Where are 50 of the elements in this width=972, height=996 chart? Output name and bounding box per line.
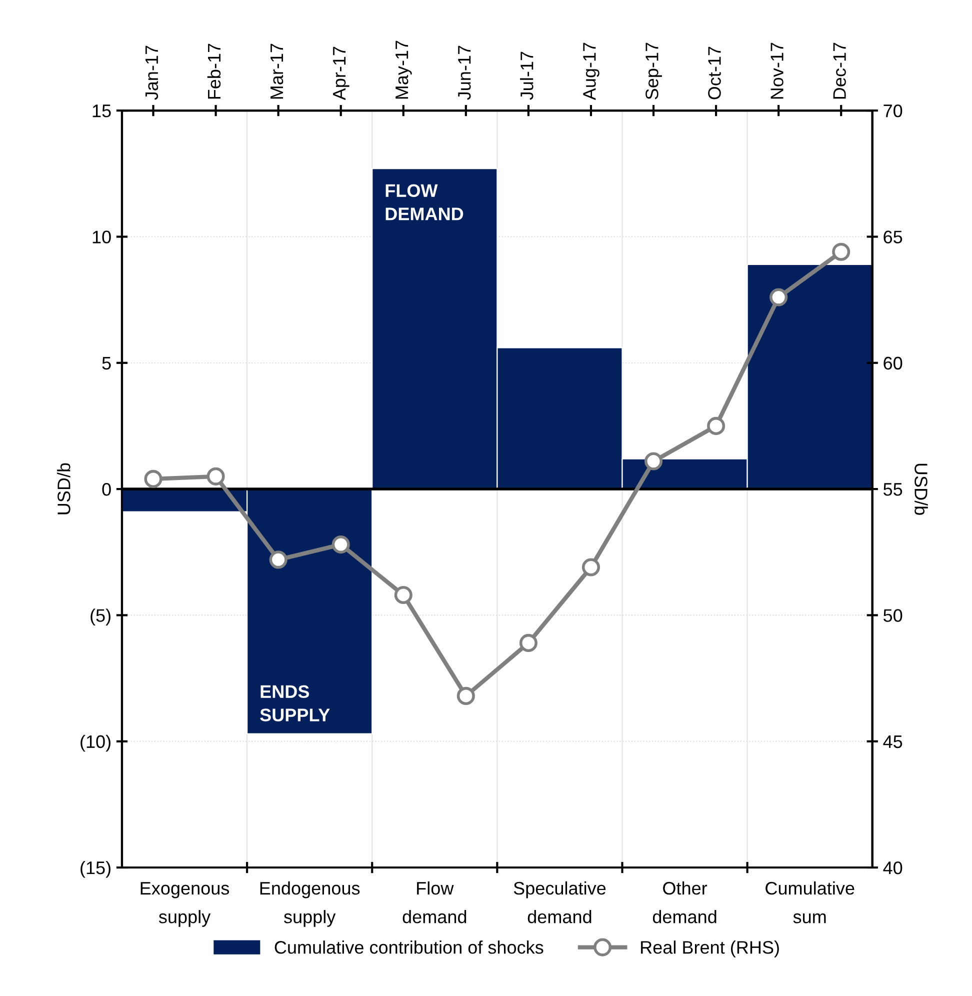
y-axis-title: USD/b: [57, 463, 70, 514]
x-tick-label: Endogenous supply: [260, 881, 360, 927]
x-tick-label: Exogenous supply: [140, 882, 230, 927]
y-tick-label: (10): [80, 734, 110, 752]
y-tick-label: 65: [884, 230, 902, 244]
annotation: FLOW DEMAND: [386, 184, 464, 220]
point: [456, 686, 475, 705]
y-tick-label: (5): [90, 608, 110, 626]
y-tick-label: 10: [92, 230, 111, 244]
x-tick-label: Feb-17: [207, 44, 221, 99]
x-tick-label: Sep-17: [646, 42, 662, 100]
x-tick-label: Speculative demand: [514, 881, 606, 924]
y-tick-label: 55: [884, 483, 902, 496]
x-tick-label: Jan-17: [146, 46, 158, 100]
y-tick-label: 40: [883, 861, 902, 874]
y-axis-title: USD/b: [914, 464, 928, 515]
x-tick-label: Flow demand: [402, 881, 466, 924]
y-tick-label: 45: [883, 735, 902, 748]
y-tick-label: 0: [102, 482, 111, 496]
y-tick-label: 15: [92, 104, 111, 118]
point: [332, 536, 350, 554]
y-tick-label: 5: [102, 356, 111, 370]
x-tick-label: May-17: [396, 40, 412, 99]
y-tick-label: 50: [884, 609, 902, 622]
point: [582, 558, 600, 576]
y-tick-label: 60: [884, 356, 902, 370]
y-tick-label: 70: [884, 104, 902, 118]
x-tick-label: Jul-17: [520, 52, 534, 100]
point: [206, 467, 225, 486]
point: [394, 586, 412, 604]
x-tick-label: Aug-17: [583, 42, 600, 100]
y-tick-label: (15): [80, 860, 110, 878]
point: [144, 470, 162, 488]
x-tick-label: Cumulative sum: [766, 881, 854, 924]
legend-label: Real Brent (RHS): [641, 940, 779, 958]
point: [519, 634, 538, 652]
annotation: ENDS SUPPLY: [260, 685, 330, 722]
x-tick-label: Oct-17: [708, 46, 721, 100]
x-tick-label: Dec-17: [833, 42, 846, 99]
x-tick-label: Nov-17: [770, 42, 784, 99]
point: [707, 416, 726, 435]
point: [644, 452, 663, 470]
x-tick-label: Other demand: [652, 881, 716, 924]
point: [832, 242, 850, 261]
legend-label: Cumulative contribution of shocks: [274, 940, 544, 954]
point: [770, 288, 788, 306]
x-tick-label: Mar-17: [270, 44, 284, 99]
x-tick-label: Apr-17: [333, 46, 350, 100]
point: [269, 550, 288, 569]
x-tick-label: Jun-17: [458, 46, 471, 100]
